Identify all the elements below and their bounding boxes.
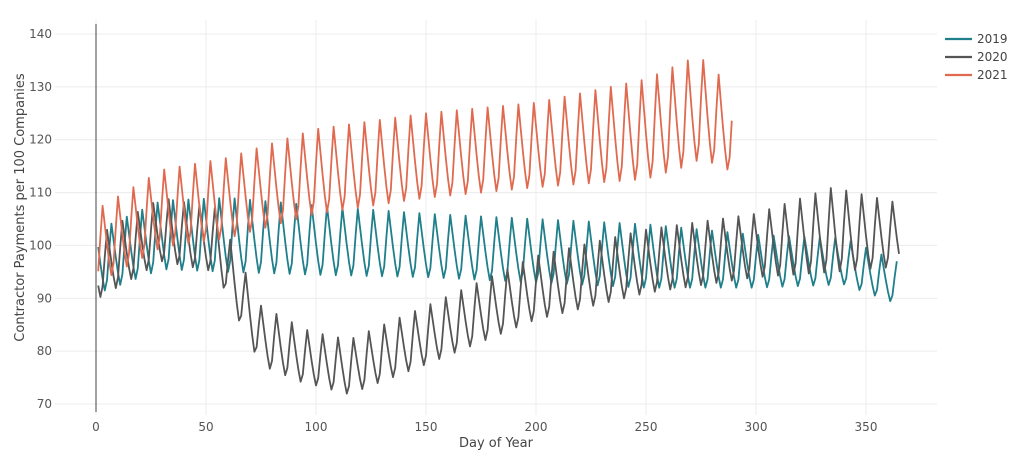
- legend-item-2019[interactable]: 2019: [945, 32, 1008, 46]
- series-line-2019: [97, 197, 898, 303]
- series-line-2020: [97, 187, 900, 395]
- x-tick-label: 350: [855, 420, 878, 434]
- x-tick-label: 250: [635, 420, 658, 434]
- legend-label: 2019: [977, 32, 1008, 46]
- y-tick-label: 70: [37, 397, 52, 411]
- x-tick-label: 50: [198, 420, 213, 434]
- y-tick-label: 140: [29, 27, 52, 41]
- legend-item-2020[interactable]: 2020: [945, 50, 1008, 64]
- legend-item-2021[interactable]: 2021: [945, 68, 1008, 82]
- y-tick-label: 90: [37, 291, 52, 305]
- tick-layer: 70 80 90 100 110 120 130 140 0 50 100 150 200 250 300 3…: [29, 27, 877, 434]
- legend: 2019 2020 2021: [945, 32, 1008, 82]
- x-tick-label: 0: [92, 420, 100, 434]
- x-tick-label: 100: [305, 420, 328, 434]
- series-line-2021: [97, 59, 733, 277]
- x-tick-label: 150: [415, 420, 438, 434]
- y-tick-label: 120: [29, 133, 52, 147]
- y-axis-title: Contractor Payments per 100 Companies: [13, 73, 28, 342]
- y-tick-label: 80: [37, 344, 52, 358]
- y-tick-label: 110: [29, 186, 52, 200]
- y-tick-label: 100: [29, 238, 52, 252]
- y-tick-label: 130: [29, 80, 52, 94]
- legend-label: 2020: [977, 50, 1008, 64]
- legend-label: 2021: [977, 68, 1008, 82]
- series-layer: [97, 59, 900, 395]
- x-tick-label: 300: [745, 420, 768, 434]
- grid-layer: [55, 20, 937, 415]
- x-tick-label: 200: [525, 420, 548, 434]
- x-axis-title: Day of Year: [459, 436, 534, 451]
